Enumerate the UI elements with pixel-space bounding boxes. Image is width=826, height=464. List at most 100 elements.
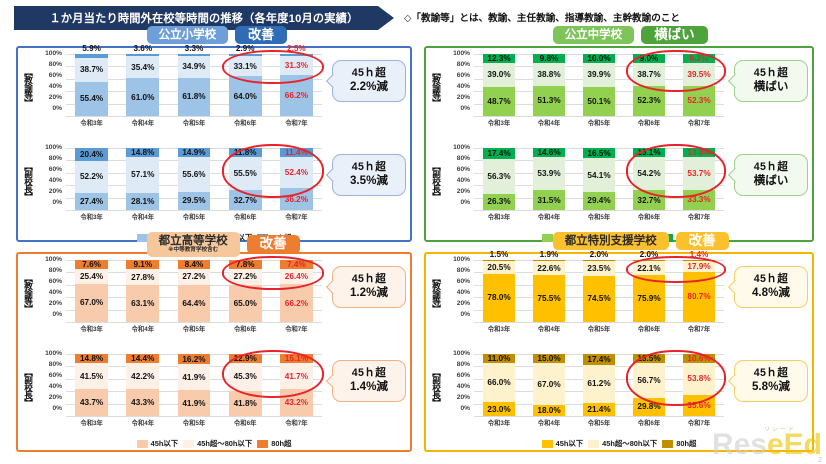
bar-column[interactable]: 7.6% 25.4% 67.0% xyxy=(66,260,117,322)
bar-column[interactable]: 7.4% 26.4% 66.2% xyxy=(271,260,322,322)
stacked-bar[interactable]: 7.6% 25.4% 67.0% xyxy=(75,260,108,322)
stacked-bar[interactable]: 3.6% 35.4% 61.0% xyxy=(126,44,160,116)
y-tick: 0% xyxy=(52,105,62,113)
legend-item[interactable]: 80h超 xyxy=(662,438,696,449)
stacked-bar[interactable]: 2.5% 31.3% 66.2% xyxy=(280,44,313,116)
bar-column[interactable]: 5.9% 38.7% 55.4% xyxy=(66,44,117,116)
plot-area: 1.5% 20.5% 78.0% 1.9% 22.6% 75.5% 2.0% 23.5% 74.… xyxy=(474,250,724,323)
bar-column[interactable]: 11.0% 66.0% 23.0% xyxy=(474,354,524,416)
stacked-bar[interactable]: 2.0% 23.5% 74.5% xyxy=(583,250,615,322)
x-tick-label: 令和6年 xyxy=(637,420,661,427)
stacked-bar[interactable]: 7.4% 26.4% 66.2% xyxy=(280,260,313,322)
bar-column[interactable]: 8.4% 27.2% 64.4% xyxy=(168,260,219,322)
stacked-bar[interactable]: 2.0% 22.1% 75.9% xyxy=(633,250,665,322)
bar-segment-high: 11.4% xyxy=(280,148,313,157)
stacked-bar[interactable]: 5.9% 38.7% 55.4% xyxy=(75,44,108,116)
stacked-bar[interactable]: 14.4% 42.2% 43.3% xyxy=(126,354,160,416)
bar-column[interactable]: 16.5% 54.1% 29.4% xyxy=(574,148,624,211)
bar-column[interactable]: 3.3% 34.9% 61.8% xyxy=(168,44,219,116)
stacked-bar[interactable]: 11.4% 52.4% 36.2% xyxy=(280,148,313,210)
bar-column[interactable]: 9.1% 27.8% 63.1% xyxy=(117,260,168,322)
bar-column[interactable]: 13.0% 53.7% 33.3% xyxy=(674,148,724,210)
bar-column[interactable]: 9.8% 38.8% 51.3% xyxy=(524,54,574,116)
bar-column[interactable]: 14.9% 55.6% 29.5% xyxy=(168,148,219,210)
stacked-bar[interactable]: 14.8% 57.1% 28.1% xyxy=(126,148,160,210)
stacked-bar[interactable]: 9.0% 38.7% 52.3% xyxy=(633,54,665,116)
bar-column[interactable]: 11.4% 52.4% 36.2% xyxy=(271,148,322,210)
stacked-bar[interactable]: 17.4% 61.2% 21.4% xyxy=(583,354,615,416)
bar-column[interactable]: 8.2% 39.5% 52.3% xyxy=(674,54,724,116)
stacked-bar[interactable]: 11.0% 66.0% 23.0% xyxy=(483,354,515,416)
bar-column[interactable]: 15.1% 41.7% 43.2% xyxy=(271,354,322,416)
bar-column[interactable]: 1.9% 22.6% 75.5% xyxy=(524,250,574,322)
bar-column[interactable]: 2.9% 33.1% 64.0% xyxy=(220,44,271,116)
stacked-bar[interactable]: 15.1% 41.7% 43.2% xyxy=(280,354,313,416)
stacked-bar[interactable]: 14.9% 55.6% 29.5% xyxy=(177,148,211,210)
bar-column[interactable]: 17.4% 56.3% 26.3% xyxy=(474,148,524,210)
bar-column[interactable]: 1.4% 17.9% 80.7% xyxy=(674,250,724,322)
bar-column[interactable]: 14.8% 41.5% 43.7% xyxy=(66,354,117,416)
bar-segment-low: 35.6% xyxy=(683,394,715,416)
stacked-bar[interactable]: 3.3% 34.9% 61.8% xyxy=(177,44,211,116)
bar-column[interactable]: 2.5% 31.3% 66.2% xyxy=(271,44,322,116)
bar-segment-high: 13.1% xyxy=(633,148,665,157)
stacked-bar[interactable]: 13.0% 53.7% 33.3% xyxy=(683,148,715,210)
stacked-bar[interactable]: 12.3% 39.0% 48.7% xyxy=(483,54,515,116)
bar-column[interactable]: 13.1% 54.2% 32.7% xyxy=(624,148,674,210)
stacked-bar[interactable]: 12.9% 45.3% 41.8% xyxy=(228,354,262,416)
bar-column[interactable]: 15.0% 67.0% 18.0% xyxy=(524,354,574,416)
bar-column[interactable]: 14.8% 57.1% 28.1% xyxy=(117,148,168,210)
bar-column[interactable]: 9.0% 38.7% 52.3% xyxy=(624,54,674,116)
stacked-bar[interactable]: 16.2% 41.9% 41.9% xyxy=(177,354,211,417)
plot-area: 14.8% 41.5% 43.7% 14.4% 42.2% 43.3% 16.2% 41.9%… xyxy=(66,354,322,417)
bar-segment-high: 9.1% xyxy=(126,260,160,269)
bar-column[interactable]: 3.6% 35.4% 61.0% xyxy=(117,44,168,116)
stacked-bar[interactable]: 17.4% 56.3% 26.3% xyxy=(483,148,515,210)
stacked-bar[interactable]: 16.5% 54.1% 29.4% xyxy=(583,148,615,211)
bar-column[interactable]: 16.2% 41.9% 41.9% xyxy=(168,354,219,417)
legend-item[interactable]: 45h以下 xyxy=(136,438,178,449)
stacked-bar[interactable]: 11.8% 55.5% 32.7% xyxy=(228,148,262,210)
stacked-bar[interactable]: 9.1% 27.8% 63.1% xyxy=(126,260,160,322)
bar-column[interactable]: 14.6% 53.9% 31.5% xyxy=(524,148,574,210)
y-tick: 100% xyxy=(45,50,62,57)
stacked-bar[interactable]: 13.5% 56.7% 29.8% xyxy=(633,354,665,416)
bar-column[interactable]: 10.0% 39.9% 50.1% xyxy=(574,54,624,116)
stacked-bar[interactable]: 14.6% 53.9% 31.5% xyxy=(533,148,565,210)
stacked-bar[interactable]: 14.8% 41.5% 43.7% xyxy=(75,354,108,416)
legend-item[interactable]: 80h超 xyxy=(257,438,291,449)
legend-item[interactable]: 45h以下 xyxy=(541,438,583,449)
bar-column[interactable]: 2.0% 22.1% 75.9% xyxy=(624,250,674,322)
stacked-bar[interactable]: 10.0% 39.9% 50.1% xyxy=(583,54,615,116)
bar-column[interactable]: 13.5% 56.7% 29.8% xyxy=(624,354,674,416)
stacked-bar[interactable]: 1.9% 22.6% 75.5% xyxy=(533,250,565,322)
bar-column[interactable]: 11.8% 55.5% 32.7% xyxy=(220,148,271,210)
legend-item[interactable]: 45h超～80h以下 xyxy=(183,438,252,449)
stacked-bar[interactable]: 7.8% 27.2% 65.0% xyxy=(228,260,262,322)
stacked-bar[interactable]: 8.2% 39.5% 52.3% xyxy=(683,54,715,116)
stacked-bar[interactable]: 15.0% 67.0% 18.0% xyxy=(533,354,565,416)
bar-segment-mid: 54.2% xyxy=(633,157,665,191)
stacked-bar[interactable]: 1.4% 17.9% 80.7% xyxy=(683,250,715,322)
bar-column[interactable]: 12.9% 45.3% 41.8% xyxy=(220,354,271,416)
bar-value-label: 7.4% xyxy=(287,260,306,269)
stacked-bar[interactable]: 13.1% 54.2% 32.7% xyxy=(633,148,665,210)
bar-column[interactable]: 20.4% 52.2% 27.4% xyxy=(66,148,117,210)
bar-column[interactable]: 12.3% 39.0% 48.7% xyxy=(474,54,524,116)
bar-column[interactable]: 7.8% 27.2% 65.0% xyxy=(220,260,271,322)
stacked-bar[interactable]: 8.4% 27.2% 64.4% xyxy=(177,260,211,322)
bar-value-label: 27.8% xyxy=(131,272,155,282)
bar-column[interactable]: 14.4% 42.2% 43.3% xyxy=(117,354,168,416)
legend-item[interactable]: 45h超～80h以下 xyxy=(588,438,657,449)
stacked-bar[interactable]: 9.8% 38.8% 51.3% xyxy=(533,54,565,116)
watermark-ja: リシード xyxy=(763,427,796,433)
stacked-bar[interactable]: 10.6% 53.8% 35.6% xyxy=(683,354,715,416)
stacked-bar[interactable]: 1.5% 20.5% 78.0% xyxy=(483,250,515,322)
bar-column[interactable]: 2.0% 23.5% 74.5% xyxy=(574,250,624,322)
bar-column[interactable]: 1.5% 20.5% 78.0% xyxy=(474,250,524,322)
bar-segment-low: 66.2% xyxy=(280,284,313,322)
stacked-bar[interactable]: 2.9% 33.1% 64.0% xyxy=(228,44,262,116)
bar-column[interactable]: 10.6% 53.8% 35.6% xyxy=(674,354,724,416)
bar-column[interactable]: 17.4% 61.2% 21.4% xyxy=(574,354,624,416)
stacked-bar[interactable]: 20.4% 52.2% 27.4% xyxy=(75,148,108,210)
